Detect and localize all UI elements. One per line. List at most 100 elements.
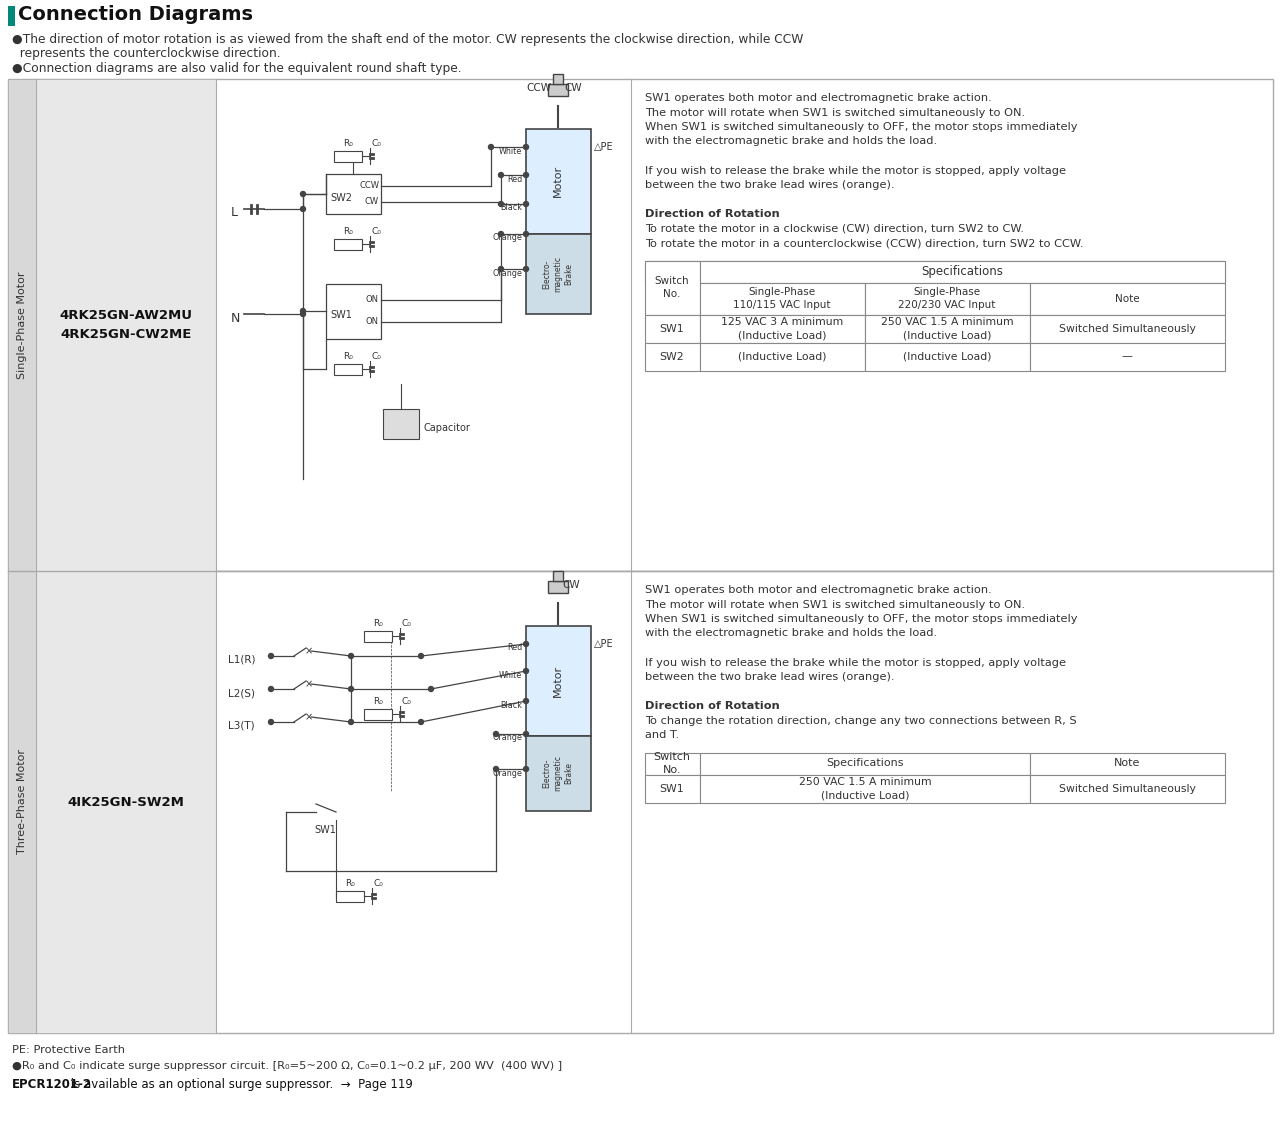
Text: To rotate the motor in a counterclockwise (CCW) direction, turn SW2 to CCW.: To rotate the motor in a counterclockwis… [645, 238, 1083, 248]
Text: SW1 operates both motor and electromagnetic brake action.: SW1 operates both motor and electromagne… [645, 93, 992, 103]
Bar [326, 174, 381, 214]
Text: If you wish to release the brake while the motor is stopped, apply voltage: If you wish to release the brake while t… [645, 166, 1066, 176]
Text: Note: Note [1114, 759, 1140, 769]
Text: with the electromagnetic brake and holds the load.: with the electromagnetic brake and holds… [645, 137, 937, 147]
Bar [865, 282, 1030, 315]
Bar [335, 891, 364, 902]
Text: ×: × [305, 646, 314, 656]
Bar [700, 282, 865, 315]
Text: SW1: SW1 [659, 784, 685, 794]
Bar [700, 343, 865, 371]
Text: L1(R): L1(R) [228, 655, 256, 665]
Text: Single-Phase Motor: Single-Phase Motor [17, 271, 27, 379]
Text: Switch
No.: Switch No. [654, 752, 690, 775]
Bar [645, 752, 700, 775]
Text: CW: CW [365, 197, 379, 206]
Bar [553, 74, 563, 84]
Text: Black: Black [500, 204, 522, 213]
Text: 125 VAC 3 A minimum
(Inductive Load): 125 VAC 3 A minimum (Inductive Load) [721, 317, 844, 340]
Text: When SW1 is switched simultaneously to OFF, the motor stops immediately: When SW1 is switched simultaneously to O… [645, 122, 1078, 132]
Text: L2(S): L2(S) [228, 688, 255, 698]
Text: SW2: SW2 [659, 352, 685, 361]
Text: ON: ON [366, 296, 379, 305]
Text: C₀: C₀ [371, 352, 381, 361]
Text: SW2: SW2 [330, 193, 352, 203]
Text: CCW: CCW [358, 182, 379, 191]
Text: represents the counterclockwise direction.: represents the counterclockwise directio… [12, 47, 280, 61]
Text: ×: × [305, 679, 314, 689]
Bar [326, 284, 381, 339]
Bar [1030, 343, 1225, 371]
Bar [526, 234, 591, 314]
Circle shape [269, 686, 274, 692]
Text: SW1: SW1 [330, 311, 352, 319]
Text: 4RK25GN-AW2MU
4RK25GN-CW2ME: 4RK25GN-AW2MU 4RK25GN-CW2ME [59, 309, 192, 341]
Text: Red: Red [507, 643, 522, 652]
Text: White: White [499, 670, 522, 679]
Text: CW: CW [562, 580, 580, 590]
Bar [36, 78, 216, 571]
Bar [364, 708, 392, 720]
Bar [700, 775, 1030, 803]
Text: To change the rotation direction, change any two connections between R, S: To change the rotation direction, change… [645, 715, 1076, 725]
Text: is available as an optional surge suppressor.  →  Page 119: is available as an optional surge suppre… [67, 1078, 413, 1091]
Text: C₀: C₀ [372, 879, 383, 888]
Bar [548, 581, 568, 593]
Bar [700, 752, 1030, 775]
Text: 250 VAC 1.5 A minimum
(Inductive Load): 250 VAC 1.5 A minimum (Inductive Load) [881, 317, 1014, 340]
Text: R₀: R₀ [343, 226, 353, 237]
Bar [700, 315, 865, 343]
Text: R₀: R₀ [372, 697, 383, 706]
Circle shape [419, 720, 424, 724]
Text: ×: × [305, 712, 314, 722]
Text: ●Connection diagrams are also valid for the equivalent round shaft type.: ●Connection diagrams are also valid for … [12, 62, 462, 75]
Text: C₀: C₀ [401, 619, 411, 628]
Text: 250 VAC 1.5 A minimum
(Inductive Load): 250 VAC 1.5 A minimum (Inductive Load) [799, 777, 932, 800]
Text: PE: Protective Earth: PE: Protective Earth [12, 1045, 125, 1055]
Circle shape [498, 267, 503, 271]
Circle shape [301, 308, 306, 314]
Text: Direction of Rotation: Direction of Rotation [645, 701, 780, 711]
Text: R₀: R₀ [372, 619, 383, 628]
Text: between the two brake lead wires (orange).: between the two brake lead wires (orange… [645, 671, 895, 682]
Circle shape [301, 312, 306, 316]
Bar [383, 409, 419, 439]
Circle shape [419, 654, 424, 658]
Text: C₀: C₀ [401, 697, 411, 706]
Circle shape [348, 720, 353, 724]
Circle shape [494, 732, 498, 736]
Circle shape [494, 767, 498, 771]
Text: ●R₀ and C₀ indicate surge suppressor circuit. [R₀=5~200 Ω, C₀=0.1~0.2 μF, 200 WV: ●R₀ and C₀ indicate surge suppressor cir… [12, 1060, 562, 1071]
Bar [36, 571, 216, 1032]
Bar [526, 736, 591, 810]
Text: △PE: △PE [594, 142, 613, 152]
Bar [645, 260, 700, 315]
Text: Orange: Orange [492, 769, 522, 778]
Circle shape [524, 668, 529, 674]
Text: R₀: R₀ [343, 139, 353, 148]
Text: R₀: R₀ [343, 352, 353, 361]
Text: White: White [499, 147, 522, 156]
Text: ON: ON [366, 317, 379, 326]
Text: Capacitor: Capacitor [422, 423, 470, 433]
Bar [526, 626, 591, 736]
Circle shape [301, 206, 306, 212]
Text: To rotate the motor in a clockwise (CW) direction, turn SW2 to CW.: To rotate the motor in a clockwise (CW) … [645, 223, 1024, 233]
Text: C₀: C₀ [371, 139, 381, 148]
Text: Motor: Motor [553, 665, 563, 697]
Text: ●The direction of motor rotation is as viewed from the shaft end of the motor. C: ●The direction of motor rotation is as v… [12, 33, 804, 46]
Text: Note: Note [1115, 294, 1139, 304]
Circle shape [489, 145, 494, 149]
Text: Motor: Motor [553, 165, 563, 197]
Bar [364, 631, 392, 642]
Text: EPCR1201-2: EPCR1201-2 [12, 1078, 92, 1091]
Bar [8, 78, 1274, 571]
Text: CCW: CCW [526, 83, 550, 93]
Bar [865, 343, 1030, 371]
Text: The motor will rotate when SW1 is switched simultaneously to ON.: The motor will rotate when SW1 is switch… [645, 108, 1025, 118]
Bar [1030, 315, 1225, 343]
Bar [645, 315, 700, 343]
Circle shape [524, 145, 529, 149]
Text: Switch
No.: Switch No. [654, 276, 690, 299]
Text: Single-Phase
110/115 VAC Input: Single-Phase 110/115 VAC Input [733, 287, 831, 311]
